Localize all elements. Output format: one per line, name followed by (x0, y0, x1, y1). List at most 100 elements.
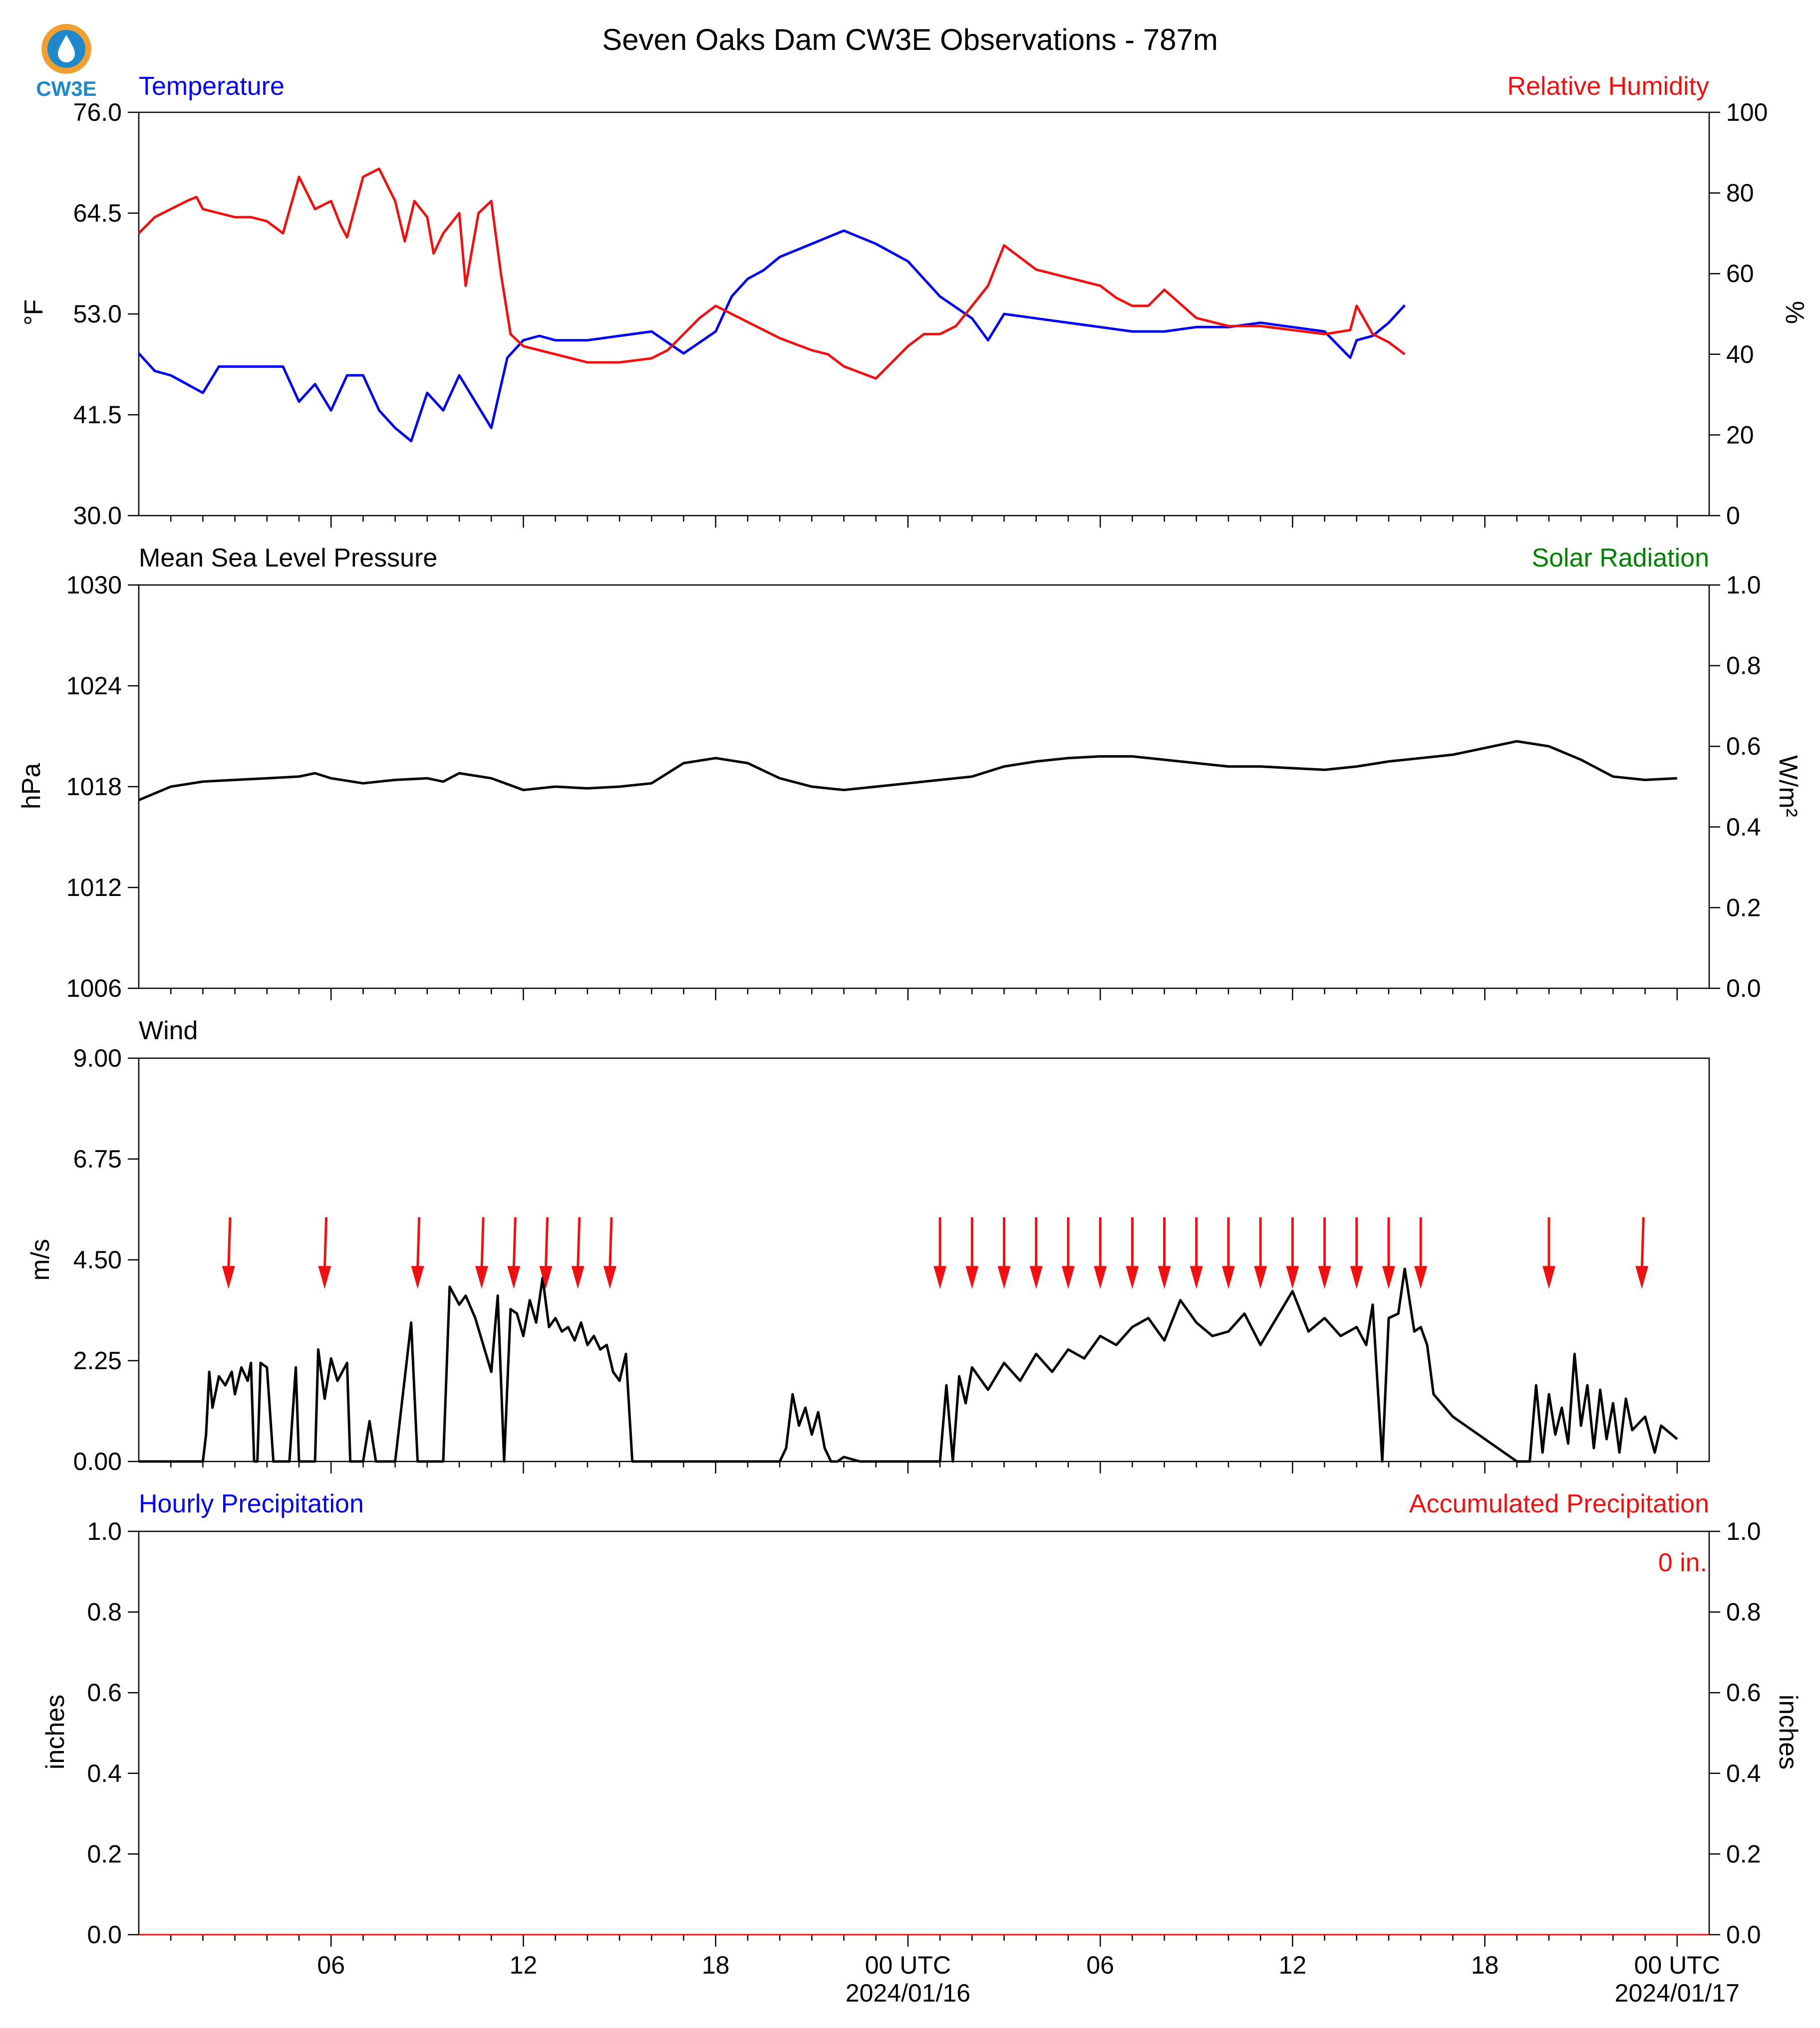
wind-arrow-head (507, 1266, 521, 1289)
x-tick-label: 06 (317, 1951, 345, 1979)
wind-direction-arrow (1158, 1217, 1171, 1289)
wind-arrow-shaft (1640, 1217, 1645, 1269)
wind-direction-arrow (1221, 1217, 1235, 1289)
plot-frame (138, 111, 1710, 517)
y-tick-label-left: 1.0 (87, 1517, 122, 1545)
wind-arrow-shaft (416, 1217, 421, 1269)
temperature-unit-label: °F (19, 299, 48, 326)
wind-arrow-head (603, 1266, 616, 1289)
wind-arrow-head (1286, 1266, 1299, 1289)
wind-arrow-shaft (577, 1217, 581, 1269)
wind-arrow-head (933, 1266, 947, 1289)
wind-direction-arrow (318, 1217, 331, 1289)
wind-arrow-shaft (608, 1217, 613, 1269)
wind-direction-arrow (1254, 1217, 1267, 1289)
x-tick-label: 18 (1471, 1951, 1499, 1979)
temperature_humidity-series-line (138, 229, 1406, 443)
wind-arrow-head (222, 1266, 235, 1289)
wind-direction-arrow (1414, 1217, 1428, 1289)
x-tick-label: 18 (702, 1951, 730, 1979)
wind-direction-arrow (411, 1217, 424, 1289)
wind-direction-arrow (1382, 1217, 1395, 1289)
y-tick-label-left: 1024 (66, 672, 122, 700)
wind-arrow-shaft (323, 1217, 328, 1269)
wind-direction-arrow (997, 1217, 1011, 1289)
y-tick-label-left: 0.2 (87, 1840, 122, 1868)
wind-arrow-head (1318, 1266, 1331, 1289)
y-tick-label-left: 9.00 (73, 1044, 122, 1072)
y-tick-label-left: 0.0 (87, 1921, 122, 1949)
wind-label: Wind (139, 1016, 198, 1045)
wind-direction-arrow (1350, 1217, 1363, 1289)
y-tick-label-right: 40 (1726, 340, 1754, 368)
wind-direction-arrow (1029, 1217, 1043, 1289)
y-tick-label-right: 20 (1726, 421, 1754, 449)
wind-arrow-shaft (512, 1217, 517, 1269)
y-tick-label-right: 100 (1726, 98, 1768, 126)
relative-humidity-label: Relative Humidity (1507, 72, 1709, 101)
x-tick-label: 00 UTC (1634, 1951, 1720, 1979)
accumulated-total-label: 0 in. (1658, 1548, 1707, 1577)
solar-unit-label: W/m² (1774, 755, 1803, 817)
y-tick-label-right: 0.8 (1726, 652, 1761, 680)
wind-arrow-shaft (227, 1217, 232, 1269)
wind-arrow-head (1221, 1266, 1235, 1289)
wind-arrow-head (318, 1266, 331, 1289)
x-tick-label: 2024/01/17 (1615, 1979, 1740, 2007)
y-tick-label-right: 0.0 (1726, 974, 1761, 1002)
wind-arrow-head (1061, 1266, 1075, 1289)
wind-direction-arrow (933, 1217, 947, 1289)
wind-direction-arrow (539, 1217, 553, 1289)
pressure-label: Mean Sea Level Pressure (139, 544, 437, 573)
wind-direction-arrow (1190, 1217, 1203, 1289)
y-tick-label-left: 0.4 (87, 1759, 122, 1787)
y-tick-label-left: 64.5 (73, 199, 122, 227)
y-tick-label-right: 60 (1726, 260, 1754, 288)
y-tick-label-right: 0.4 (1726, 1759, 1761, 1787)
hourly-precip-label: Hourly Precipitation (139, 1489, 364, 1518)
y-tick-label-left: 1006 (66, 974, 122, 1002)
pressure-solar-panel: Mean Sea Level Pressure Solar Radiation … (17, 544, 1803, 1002)
temperature_humidity-series-line (138, 167, 1406, 380)
wind-arrow-head (1254, 1266, 1267, 1289)
pressure-unit-label: hPa (17, 763, 46, 810)
y-tick-label-right: 0.8 (1726, 1598, 1761, 1626)
wind-direction-arrow (222, 1217, 235, 1289)
x-tick-label: 12 (510, 1951, 538, 1979)
chart-title: Seven Oaks Dam CW3E Observations - 787m (602, 23, 1218, 56)
y-tick-label-left: 0.6 (87, 1679, 122, 1707)
wind-arrow-head (1542, 1266, 1555, 1289)
wind-direction-arrow (1635, 1217, 1649, 1289)
wind-direction-arrow (507, 1217, 521, 1289)
plot-frame (138, 1057, 1710, 1462)
wind-direction-arrow (1542, 1217, 1555, 1289)
y-tick-label-right: 0 (1726, 502, 1740, 530)
accumulated-precip-label: Accumulated Precipitation (1409, 1489, 1709, 1518)
temperature-label: Temperature (139, 72, 285, 101)
logo-text: CW3E (36, 77, 96, 100)
x-tick-label: 06 (1086, 1951, 1114, 1979)
y-tick-label-right: 0.6 (1726, 1679, 1761, 1707)
wind-direction-arrow (571, 1217, 585, 1289)
plot-frame (138, 584, 1710, 989)
pressure_solar-series-line (138, 740, 1677, 802)
wind-arrow-head (1635, 1266, 1649, 1289)
wind-direction-arrow (1318, 1217, 1331, 1289)
y-tick-label-right: 0.2 (1726, 893, 1761, 921)
y-tick-label-left: 4.50 (73, 1246, 122, 1274)
wind-arrow-head (997, 1266, 1011, 1289)
wind-direction-arrow (1286, 1217, 1299, 1289)
y-tick-label-left: 1030 (66, 571, 122, 599)
wind-direction-arrow (1061, 1217, 1075, 1289)
wind-arrow-head (1382, 1266, 1395, 1289)
wind-arrow-head (571, 1266, 585, 1289)
y-tick-label-right: 0.0 (1726, 1921, 1761, 1949)
wind-unit-label: m/s (26, 1239, 55, 1281)
wind-arrow-head (1126, 1266, 1139, 1289)
wind-direction-arrow (965, 1217, 979, 1289)
y-tick-label-left: 30.0 (73, 502, 122, 530)
wind-arrow-head (1414, 1266, 1428, 1289)
y-tick-label-left: 41.5 (73, 401, 122, 429)
humidity-unit-label: % (1780, 301, 1809, 324)
wind-arrow-head (965, 1266, 979, 1289)
